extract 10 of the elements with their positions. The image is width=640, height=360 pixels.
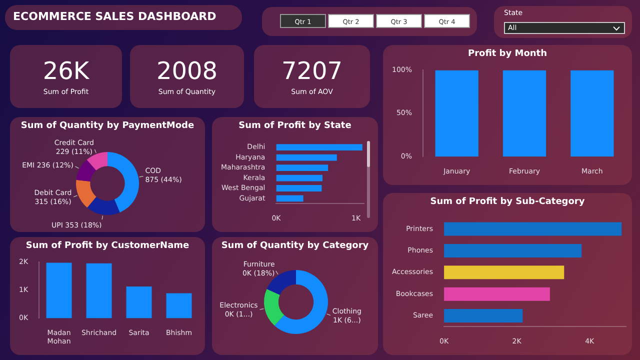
chart-title: Sum of Profit by Sub-Category — [429, 197, 586, 207]
chart-title: Sum of Profit by State — [238, 121, 352, 131]
chart-title: Sum of Profit by CustomerName — [24, 241, 190, 251]
chart-title: Sum of Quantity by Category — [220, 241, 370, 251]
text: 2008 — [155, 57, 219, 85]
text: 7207 — [280, 57, 344, 85]
chart-title: Sum of Quantity by PaymentMode — [20, 121, 196, 131]
chart-title: Profit by Month — [466, 49, 548, 59]
text: ECOMMERCE SALES DASHBOARD — [13, 10, 216, 23]
text: 26K — [42, 57, 90, 85]
